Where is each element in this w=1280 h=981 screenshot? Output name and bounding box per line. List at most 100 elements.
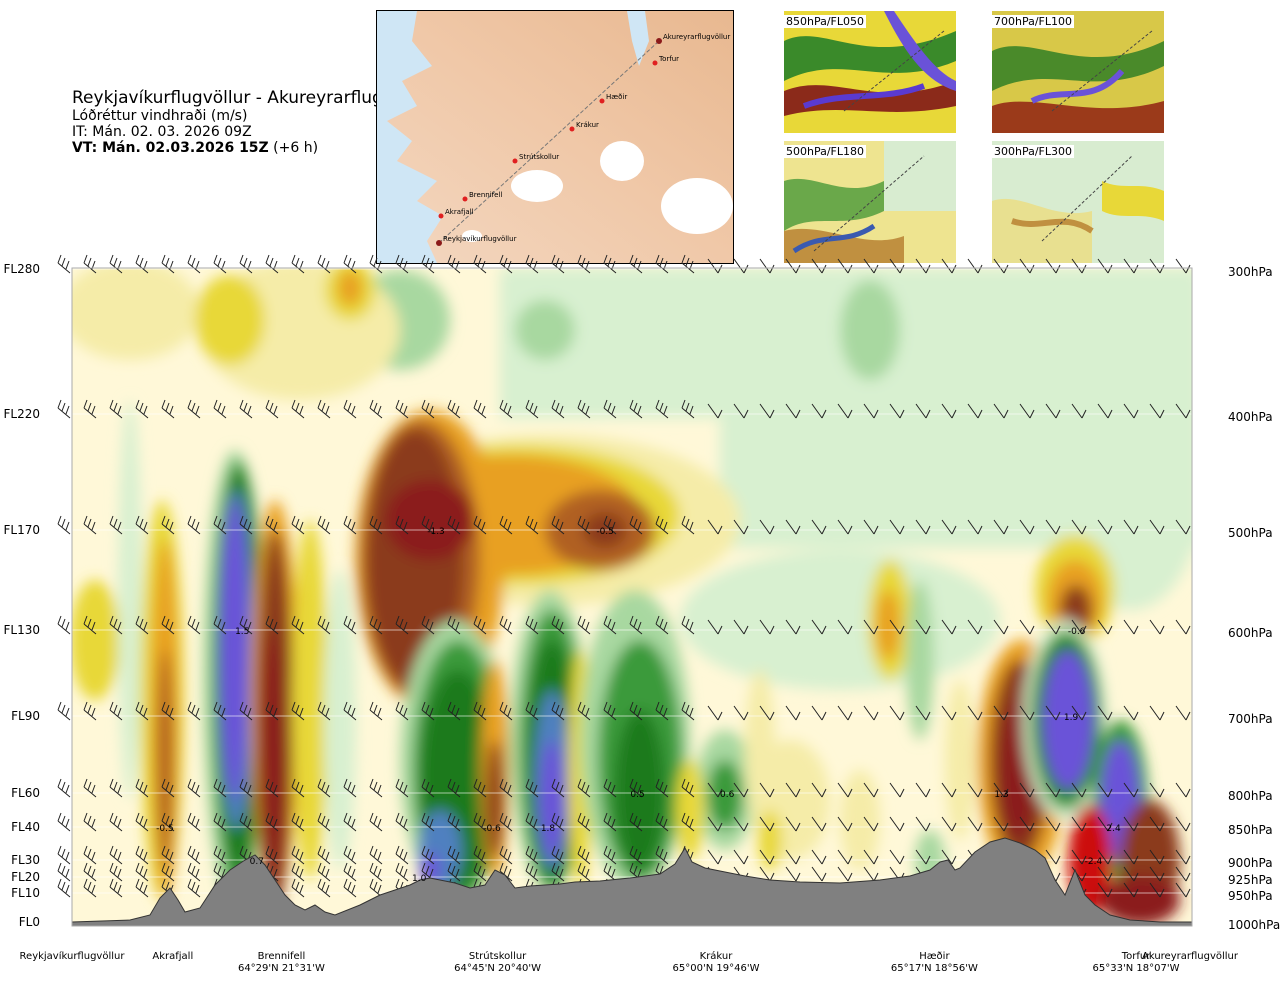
wind-barb xyxy=(343,615,357,635)
wind-barb xyxy=(577,862,591,882)
wind-barb xyxy=(317,701,331,721)
wind-barb xyxy=(187,615,201,635)
wind-barb xyxy=(109,862,123,882)
wind-barb xyxy=(499,845,513,865)
wind-barb xyxy=(291,515,305,535)
wind-barb xyxy=(707,619,723,635)
hpa-tick-label: 1000hPa xyxy=(1228,918,1280,932)
wind-barb xyxy=(1123,816,1139,832)
wind-barb xyxy=(1175,619,1191,635)
wind-barb xyxy=(967,705,983,721)
hpa-tick-label: 800hPa xyxy=(1228,789,1273,803)
wind-barb xyxy=(1097,866,1113,882)
chart-subtitle: Lóðréttur vindhraði (m/s) xyxy=(72,108,248,124)
level-panel-label: 500hPa/FL180 xyxy=(784,145,867,158)
wind-barb xyxy=(915,619,931,635)
wind-barb xyxy=(1123,882,1139,898)
wind-barb xyxy=(499,515,513,535)
wind-barb xyxy=(369,399,383,419)
wind-barb xyxy=(187,878,201,898)
wind-barb xyxy=(83,701,97,721)
wind-barb xyxy=(421,778,435,798)
wind-barb xyxy=(603,515,617,535)
wind-barb xyxy=(213,862,227,882)
wind-barb xyxy=(421,615,435,635)
svg-text:Torfur: Torfur xyxy=(658,55,679,63)
wind-barb xyxy=(239,615,253,635)
level-panel-500: 500hPa/FL180 xyxy=(784,141,956,263)
wind-barb xyxy=(759,849,775,865)
wind-barb xyxy=(421,812,435,832)
wind-barb xyxy=(291,845,305,865)
level-panel-canvas xyxy=(784,141,956,263)
wind-barb xyxy=(551,399,565,419)
wind-barb xyxy=(57,615,71,635)
wind-barb xyxy=(473,399,487,419)
fl-tick-label: FL20 xyxy=(11,870,40,884)
wind-barb xyxy=(525,615,539,635)
wind-barb xyxy=(421,701,435,721)
wind-barb xyxy=(447,812,461,832)
level-panel-700: 700hPa/FL100 xyxy=(992,11,1164,133)
wind-barb xyxy=(525,845,539,865)
wind-barb xyxy=(135,701,149,721)
wind-barb xyxy=(785,519,801,535)
wind-barb xyxy=(655,615,669,635)
wind-barb xyxy=(421,845,435,865)
station-label: Strútskollur 64°45'N 20°40'W xyxy=(454,951,541,975)
wind-barb xyxy=(473,862,487,882)
wind-barb xyxy=(317,399,331,419)
wind-barb xyxy=(161,862,175,882)
wind-barb xyxy=(57,862,71,882)
wind-barb xyxy=(941,849,957,865)
wind-barb xyxy=(1175,866,1191,882)
wind-barb xyxy=(967,619,983,635)
wind-barb xyxy=(57,845,71,865)
wind-barb xyxy=(655,812,669,832)
wind-barb xyxy=(447,515,461,535)
wind-barb xyxy=(499,399,513,419)
wind-barb xyxy=(1149,782,1165,798)
hpa-tick-label: 850hPa xyxy=(1228,823,1273,837)
wind-barb xyxy=(1149,849,1165,865)
wind-barb xyxy=(83,615,97,635)
wind-barb xyxy=(941,782,957,798)
wind-barb xyxy=(187,845,201,865)
wind-barb xyxy=(369,515,383,535)
wind-barb xyxy=(733,258,749,274)
wind-barb xyxy=(603,615,617,635)
wind-barb xyxy=(317,878,331,898)
wind-barb xyxy=(213,845,227,865)
wind-barb xyxy=(577,515,591,535)
wind-barb xyxy=(1045,403,1061,419)
wind-barb xyxy=(551,515,565,535)
wind-barb xyxy=(525,778,539,798)
wind-barb xyxy=(343,399,357,419)
wind-barb xyxy=(785,705,801,721)
land-area xyxy=(387,11,733,263)
wind-barb xyxy=(57,701,71,721)
wind-barb xyxy=(317,812,331,832)
wind-barb xyxy=(213,615,227,635)
wind-barb xyxy=(837,782,853,798)
wind-barb xyxy=(1175,519,1191,535)
hpa-tick-label: 600hPa xyxy=(1228,626,1273,640)
svg-text:Hæðir: Hæðir xyxy=(606,93,627,101)
wind-barb xyxy=(655,778,669,798)
wind-barb xyxy=(889,619,905,635)
level-panel-canvas xyxy=(992,141,1164,263)
station-name: Torfur xyxy=(1121,951,1151,962)
wind-barb xyxy=(525,515,539,535)
wind-barb xyxy=(291,878,305,898)
wind-barb xyxy=(759,519,775,535)
wind-barb xyxy=(369,878,383,898)
wind-barb xyxy=(577,399,591,419)
fl-tick-label: FL40 xyxy=(11,820,40,834)
wind-barb xyxy=(317,515,331,535)
wind-barb xyxy=(889,705,905,721)
wind-barb xyxy=(213,399,227,419)
wind-barb xyxy=(759,403,775,419)
hpa-tick-label: 400hPa xyxy=(1228,410,1273,424)
wind-barb xyxy=(1149,403,1165,419)
wind-barb xyxy=(1045,705,1061,721)
